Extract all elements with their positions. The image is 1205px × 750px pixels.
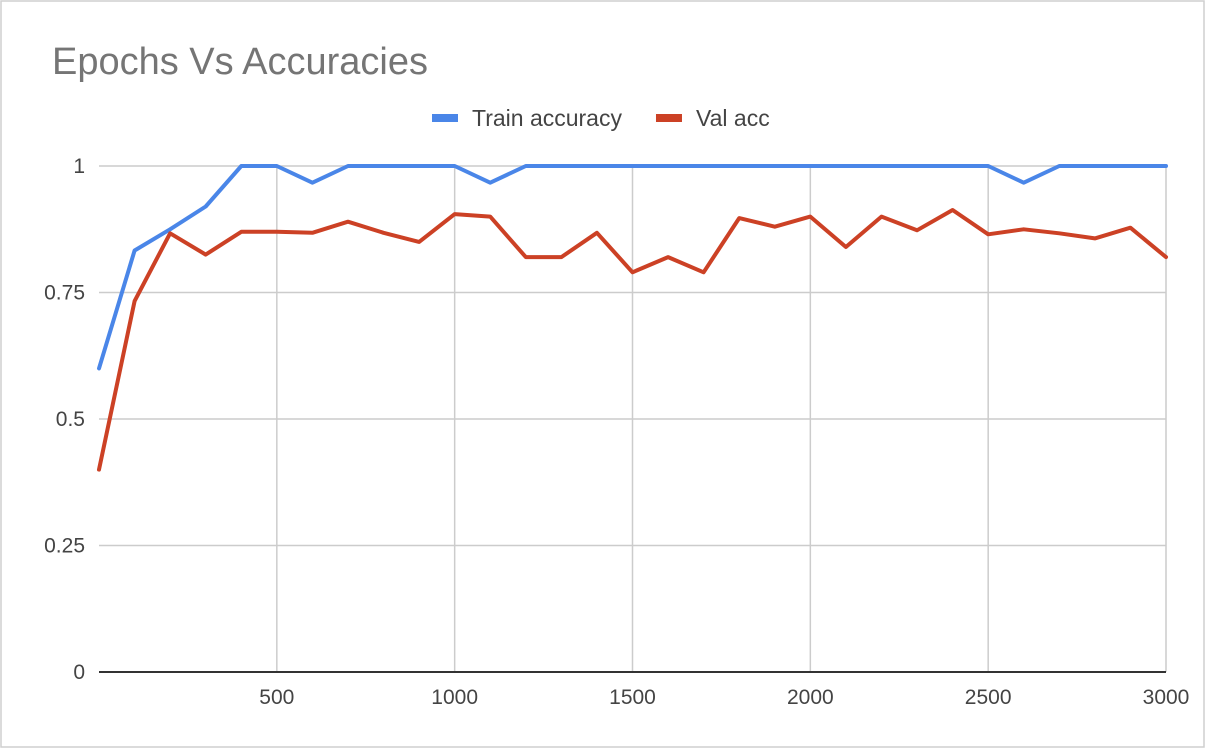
legend-swatch <box>432 114 458 122</box>
grid-lines <box>99 165 1167 673</box>
series-line-val-acc <box>97 208 1168 472</box>
x-tick-label: 3000 <box>1143 686 1190 709</box>
legend-label: Val acc <box>696 105 770 131</box>
x-tick-label: 1500 <box>609 686 656 709</box>
legend-label: Train accuracy <box>472 105 622 131</box>
y-tick-label: 0.5 <box>56 408 85 431</box>
y-axis-ticks: 0 0.25 0.5 0.75 1 <box>44 155 85 684</box>
y-tick-label: 1 <box>73 155 85 178</box>
x-tick-label: 2500 <box>965 686 1012 709</box>
chart-title: Epochs Vs Accuracies <box>52 41 428 83</box>
x-tick-label: 1000 <box>431 686 478 709</box>
series-group <box>97 164 1168 472</box>
series-line-train-accuracy <box>97 164 1168 371</box>
y-tick-label: 0.25 <box>44 535 85 558</box>
legend-swatch <box>655 114 682 122</box>
y-tick-label: 0.75 <box>44 282 85 305</box>
x-tick-label: 500 <box>259 686 294 709</box>
x-axis-ticks: 500 1000 1500 2000 2500 3000 <box>259 686 1189 709</box>
x-tick-label: 2000 <box>787 686 834 709</box>
y-tick-label: 0 <box>73 661 85 684</box>
legend: Train accuracy Val acc <box>432 105 770 131</box>
